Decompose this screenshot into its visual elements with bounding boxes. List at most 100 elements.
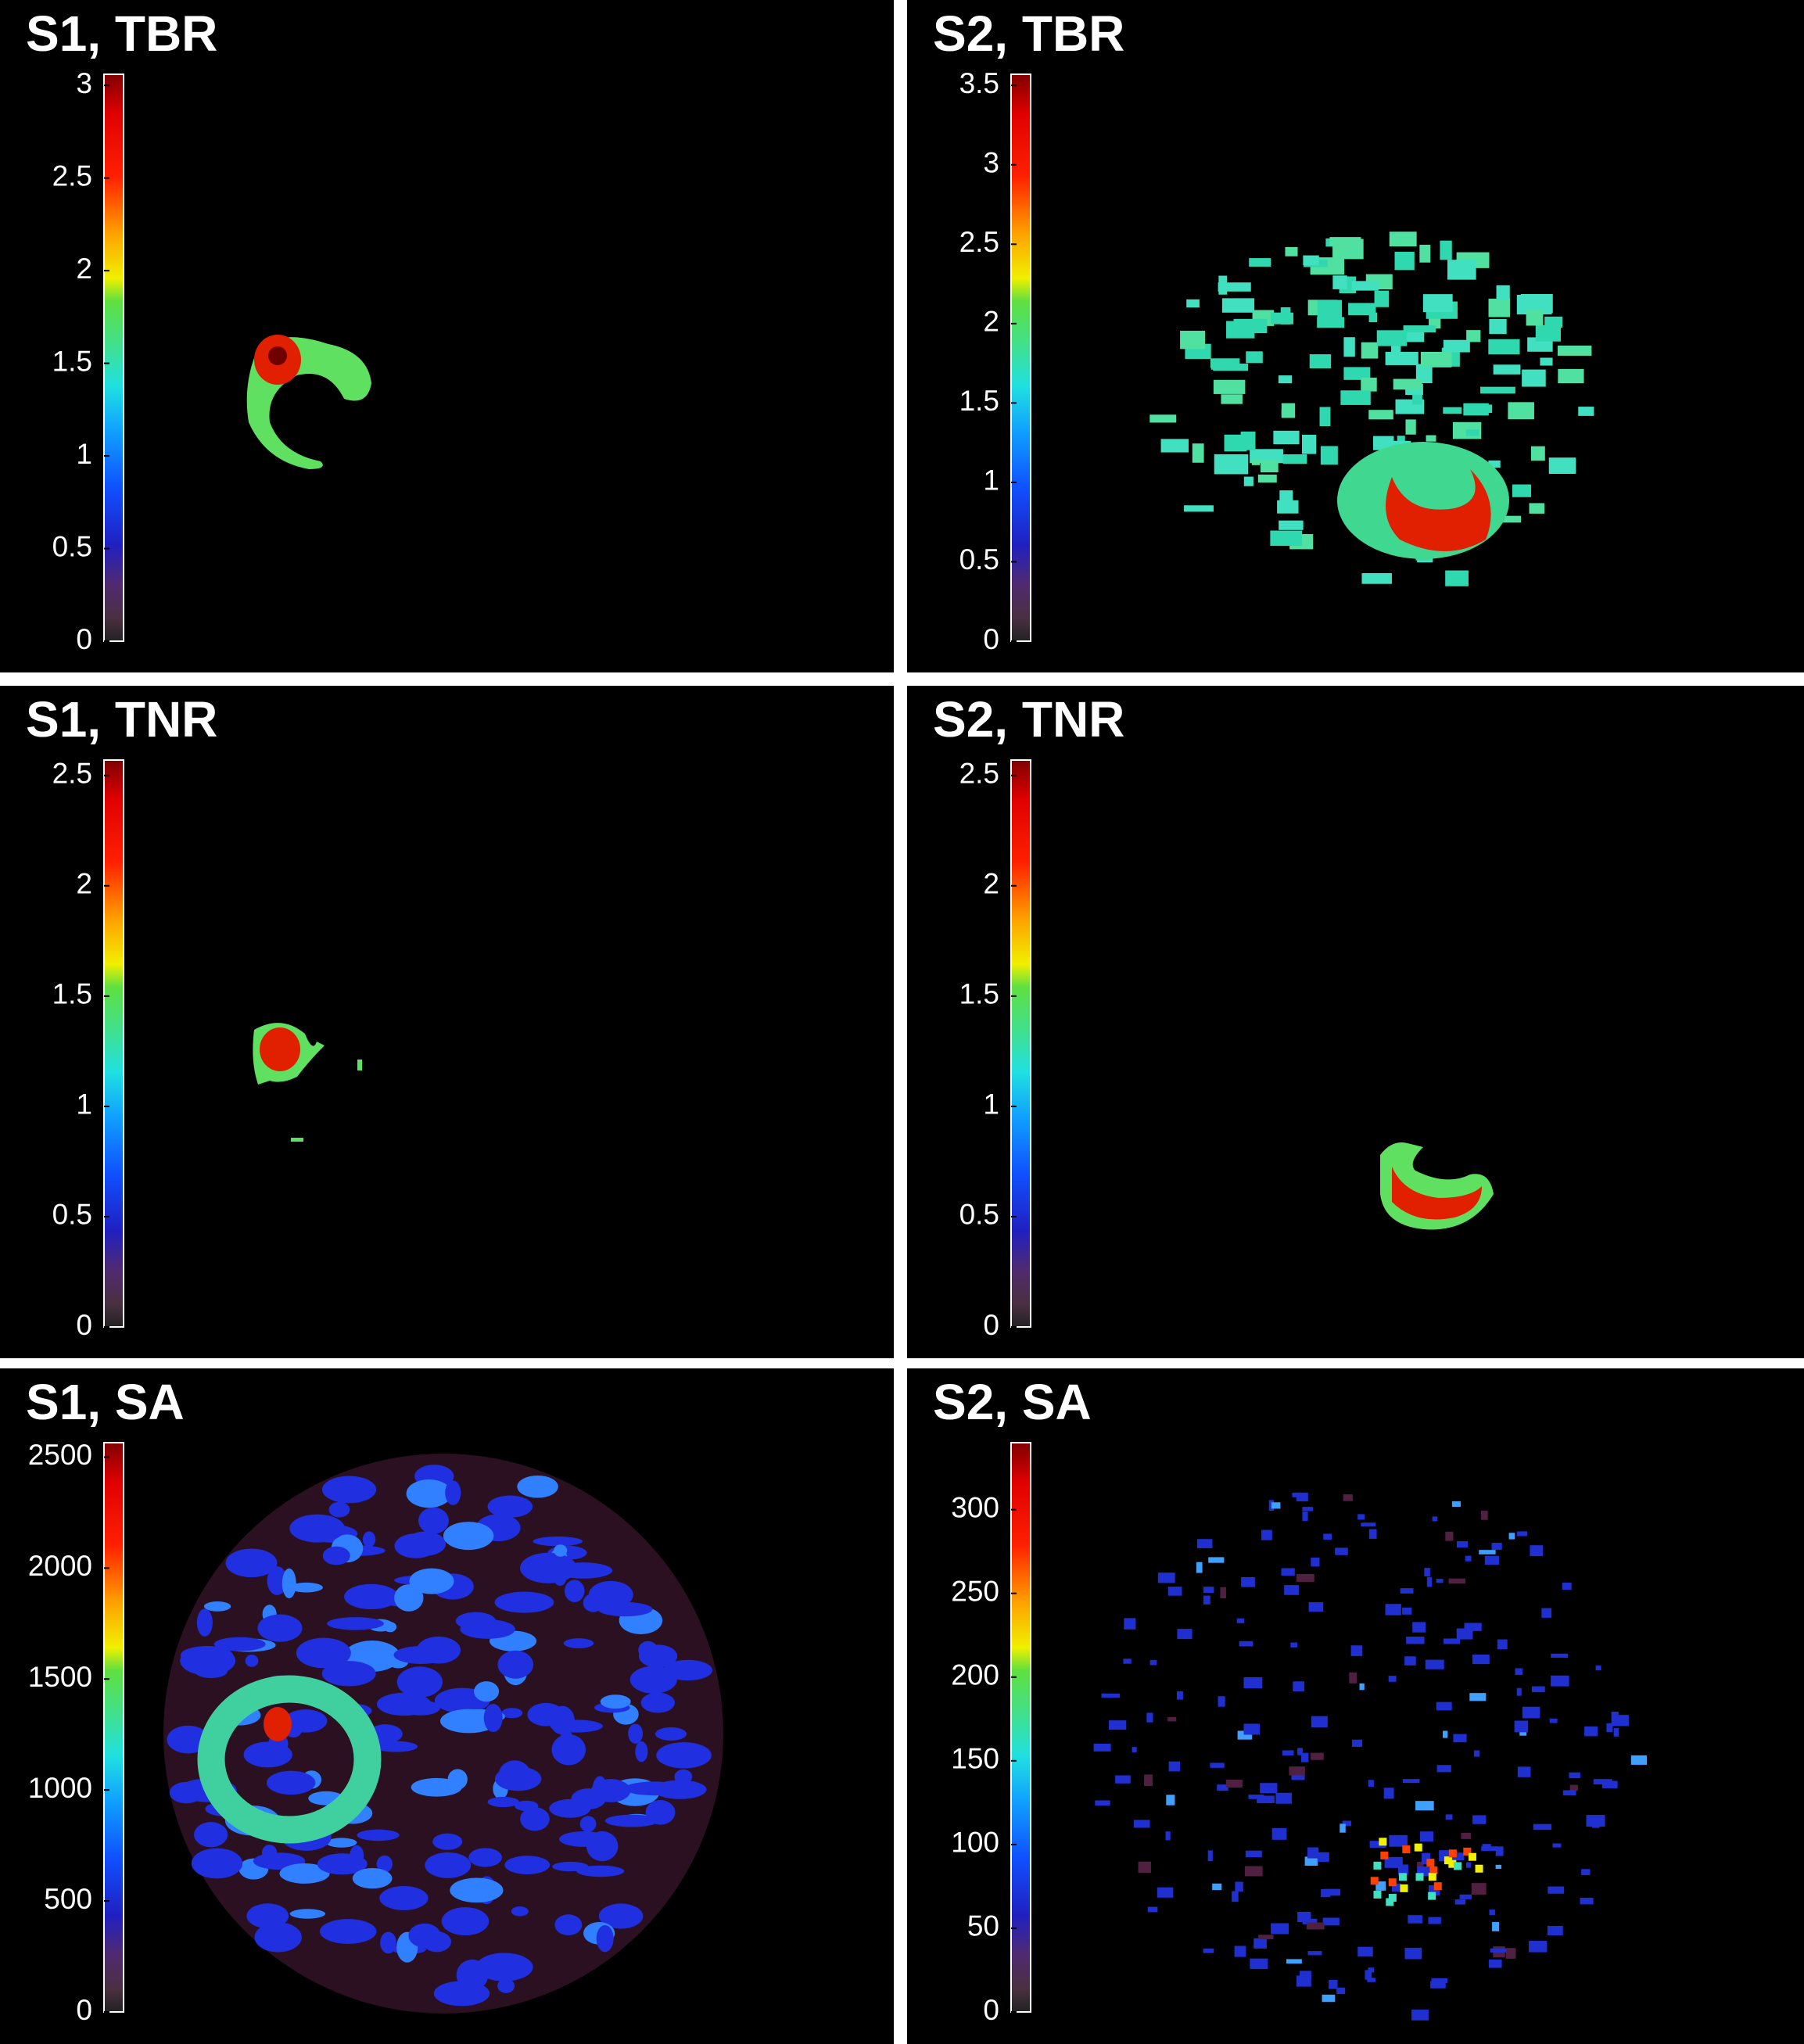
signal-patch (1406, 1637, 1425, 1644)
signal-patch (1165, 1831, 1171, 1841)
signal-patch (1257, 1795, 1275, 1803)
tracer-patch (1488, 460, 1501, 468)
signal-patch (1469, 1693, 1487, 1702)
signal-patch (598, 1903, 644, 1929)
signal-patch (1515, 1668, 1523, 1676)
signal-patch (1147, 1906, 1158, 1913)
signal-patch (411, 1777, 462, 1797)
signal-patch (494, 1591, 554, 1613)
signal-patch (1250, 1958, 1268, 1970)
signal-patch (474, 1681, 500, 1702)
tracer-patch (1522, 369, 1546, 387)
signal-patch (1569, 1772, 1580, 1779)
signal-patch (1368, 1967, 1375, 1973)
signal-patch (1601, 1780, 1618, 1788)
tracer-patch (1557, 345, 1592, 356)
signal-patch (1551, 1675, 1569, 1687)
signal-patch (1157, 1887, 1174, 1898)
tick-label: 3.5 (959, 67, 999, 99)
tick-label: 0 (983, 1309, 999, 1341)
signal-patch (497, 1978, 515, 1994)
signal-patch (1562, 1790, 1576, 1796)
signal-patch (1225, 1779, 1243, 1788)
tracer-patch (1348, 303, 1376, 316)
signal-patch (191, 1848, 243, 1879)
signal-patch (327, 1617, 384, 1630)
tracer-patch (1466, 330, 1481, 342)
tracer-patch (1180, 330, 1206, 350)
tick-label: 2.5 (959, 758, 999, 790)
tracer-patch (1226, 321, 1255, 339)
hotspot (1370, 1877, 1379, 1885)
tick-label: 2 (76, 868, 92, 900)
tick-label: 2.5 (52, 758, 92, 790)
signal-patch (383, 1622, 397, 1633)
hotspot (268, 346, 287, 365)
hotspot (1429, 1866, 1438, 1874)
tracer-patch (1351, 281, 1379, 291)
signal-patch (487, 1495, 533, 1518)
colorbar (103, 1442, 124, 2013)
signal-patch (1402, 1607, 1412, 1615)
signal-patch (266, 1770, 316, 1795)
signal-patch (1300, 1970, 1311, 1979)
signal-patch (1101, 1693, 1121, 1698)
tick-label: 100 (951, 1827, 999, 1859)
signal-patch (468, 1848, 502, 1867)
signal-patch (1196, 1539, 1213, 1548)
signal-patch (1245, 1866, 1263, 1877)
signal-patch (1456, 1628, 1473, 1640)
signal-patch (1454, 1899, 1465, 1905)
signal-patch (1481, 1846, 1497, 1852)
signal-patch (1368, 1529, 1377, 1539)
hotspot (1475, 1864, 1483, 1873)
tick-label: 0 (76, 1309, 92, 1341)
signal-patch (1491, 1543, 1502, 1550)
signal-patch (1133, 1820, 1150, 1828)
signal-patch (1235, 1881, 1243, 1892)
signal-patch (1365, 1970, 1372, 1980)
tick-label: 500 (44, 1883, 92, 1915)
tick-label: 1.5 (959, 978, 999, 1010)
signal-patch (1495, 1846, 1504, 1856)
tick-label: 2.5 (959, 226, 999, 258)
tracer-patch (1465, 429, 1479, 436)
tracer-patch (1246, 351, 1263, 364)
tracer-patch (1368, 410, 1393, 420)
tick-label: 2500 (28, 1439, 92, 1471)
tracer-patch (1440, 240, 1452, 260)
signal-patch (1408, 1915, 1422, 1924)
signal-patch (445, 1480, 461, 1505)
signal-patch (1237, 1730, 1253, 1740)
signal-patch (1302, 1507, 1314, 1511)
tracer-patch (1281, 408, 1292, 417)
signal-patch (653, 1780, 707, 1799)
signal-patch (1343, 1494, 1353, 1501)
tracer-patch (1385, 351, 1418, 365)
signal-patch (376, 1855, 393, 1874)
signal-patch (1323, 1533, 1332, 1540)
signal-patch (1451, 1501, 1461, 1507)
tick-label: 1500 (28, 1661, 92, 1693)
signal-patch (1208, 1557, 1225, 1563)
signal-patch (394, 1584, 424, 1612)
tracer-patch (1394, 251, 1415, 271)
colorbar (1010, 74, 1031, 642)
signal-patch (1108, 1720, 1127, 1730)
tracer-patch (1270, 530, 1302, 547)
hotspot (1386, 1898, 1394, 1906)
signal-patch (1146, 1712, 1153, 1723)
hotspot (1453, 1862, 1461, 1870)
tracer-patch (1251, 458, 1261, 465)
signal-patch (1357, 1946, 1373, 1957)
signal-patch (1253, 1938, 1267, 1949)
signal-patch (1234, 1945, 1246, 1957)
tick-label: 1 (983, 1088, 999, 1121)
signal-patch (1385, 1604, 1401, 1615)
signal-patch (1388, 1676, 1397, 1682)
signal-patch (289, 1514, 346, 1543)
signal-patch (1396, 1858, 1402, 1865)
hotspot (1402, 1845, 1411, 1854)
signal-patch (1541, 1608, 1552, 1618)
signal-patch (1271, 1828, 1287, 1840)
